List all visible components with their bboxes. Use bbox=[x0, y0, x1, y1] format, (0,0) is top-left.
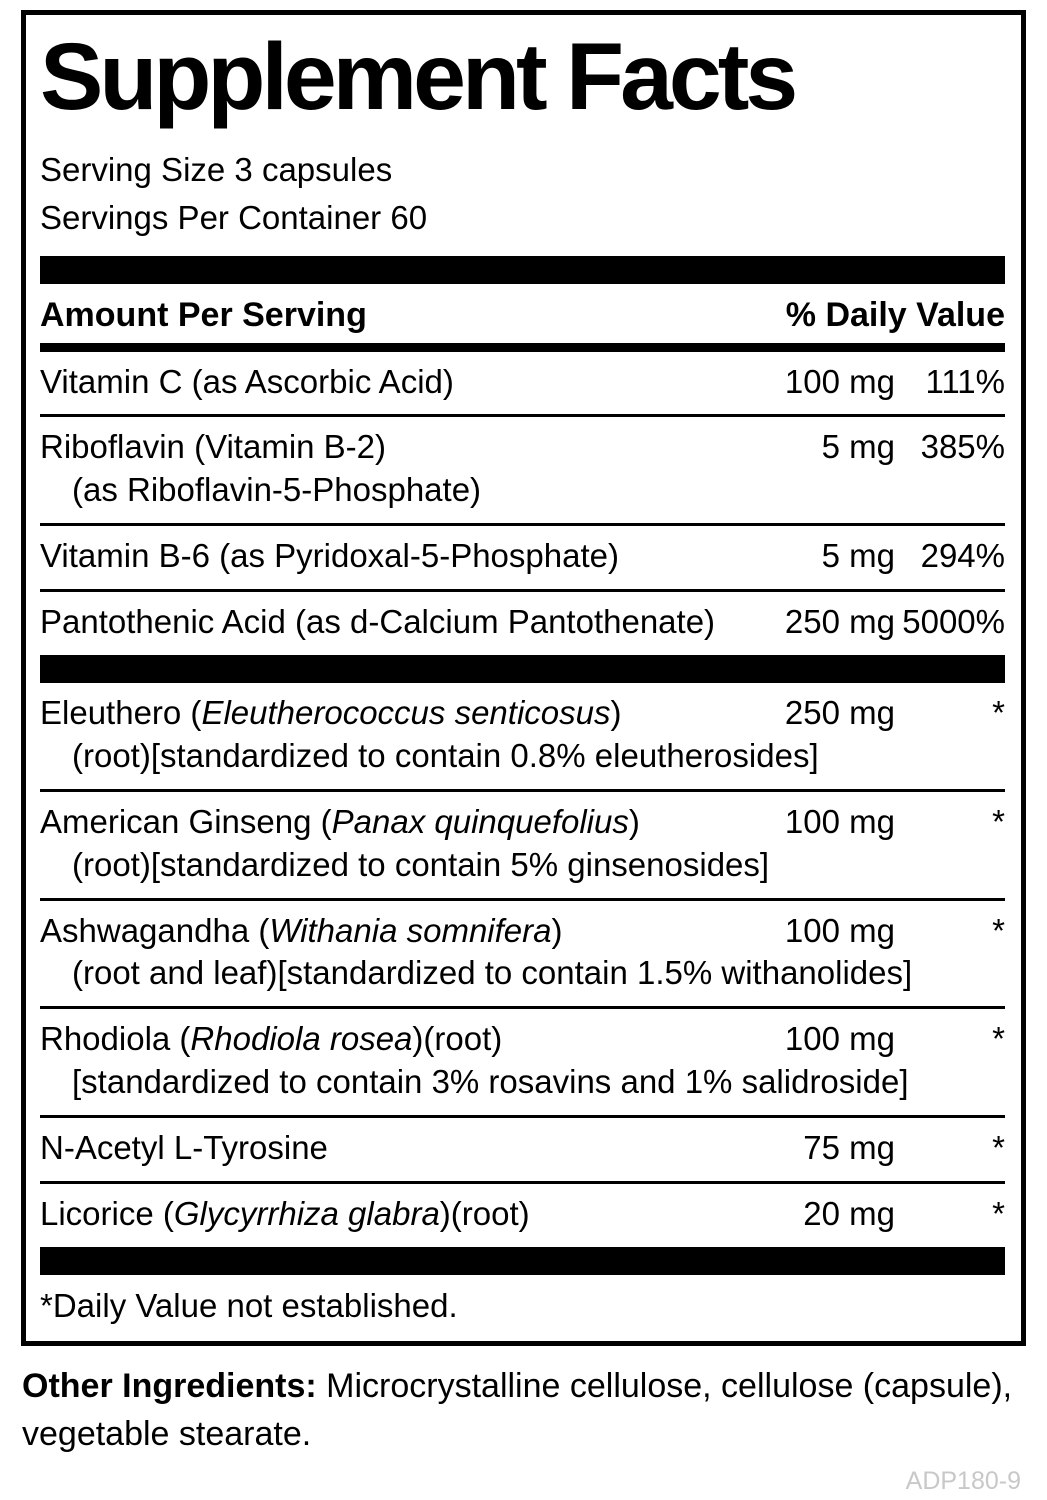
other-ingredients: Other Ingredients: Microcrystalline cell… bbox=[22, 1362, 1022, 1459]
panel-title: Supplement Facts bbox=[40, 24, 798, 130]
nutrient-daily-value: * bbox=[992, 1195, 1005, 1233]
nutrient-detail: (root and leaf)[standardized to contain … bbox=[72, 954, 913, 992]
nutrient-name: Eleuthero (Eleutherococcus senticosus) bbox=[40, 694, 622, 732]
nutrient-daily-value: * bbox=[992, 694, 1005, 732]
nutrient-row: Vitamin C (as Ascorbic Acid) 100 mg 111% bbox=[40, 352, 1005, 415]
nutrient-section: Eleuthero (Eleutherococcus senticosus) 25… bbox=[40, 683, 1005, 1247]
nutrient-daily-value: * bbox=[992, 911, 1005, 949]
nutrient-daily-value: * bbox=[992, 802, 1005, 840]
nutrient-amount: 100 mg bbox=[784, 362, 895, 400]
nutrient-amount: 5 mg bbox=[821, 428, 895, 466]
nutrient-daily-value: * bbox=[992, 1020, 1005, 1058]
nutrient-daily-value: 5000% bbox=[902, 603, 1005, 641]
nutrient-row: Licorice (Glycyrrhiza glabra)(root) 20 mg… bbox=[40, 1181, 1005, 1247]
nutrient-amount: 100 mg bbox=[784, 1020, 895, 1058]
nutrient-detail: [standardized to contain 3% rosavins and… bbox=[72, 1063, 909, 1101]
nutrient-row: Eleuthero (Eleutherococcus senticosus) 25… bbox=[40, 683, 1005, 789]
nutrient-amount: 250 mg bbox=[784, 603, 895, 641]
amount-column-header: Amount Per Serving bbox=[40, 295, 367, 334]
nutrient-sections: Vitamin C (as Ascorbic Acid) 100 mg 111% Ri… bbox=[40, 352, 1005, 1247]
serving-size: Serving Size 3 capsules bbox=[40, 150, 393, 188]
nutrient-name: Pantothenic Acid (as d-Calcium Pantothen… bbox=[40, 603, 716, 641]
nutrient-row: N-Acetyl L-Tyrosine 75 mg * bbox=[40, 1115, 1005, 1181]
column-header-row: Amount Per Serving % Daily Value bbox=[40, 284, 1005, 352]
other-ingredients-text: Microcrystalline cellulose, cellulose (c… bbox=[22, 1367, 1013, 1454]
nutrient-amount: 75 mg bbox=[803, 1129, 895, 1167]
top-divider-bar bbox=[40, 255, 1005, 284]
nutrient-detail: (root)[standardized to contain 5% ginsen… bbox=[72, 845, 770, 883]
bottom-divider-bar bbox=[40, 1246, 1005, 1275]
nutrient-row: Riboflavin (Vitamin B-2) 5 mg 385% (as Ribo… bbox=[40, 414, 1005, 523]
nutrient-amount: 100 mg bbox=[784, 802, 895, 840]
nutrient-amount: 100 mg bbox=[784, 911, 895, 949]
nutrient-name: Rhodiola (Rhodiola rosea)(root) bbox=[40, 1020, 503, 1058]
product-code: ADP180-9 bbox=[905, 1467, 1021, 1495]
nutrient-detail: (root)[standardized to contain 0.8% eleu… bbox=[72, 736, 819, 774]
supplement-facts-panel: Supplement Facts Serving Size 3 capsules… bbox=[21, 10, 1026, 1346]
section-divider-bar bbox=[40, 655, 1005, 684]
nutrient-name: Ashwagandha (Withania somnifera) bbox=[40, 911, 563, 949]
nutrient-row: Ashwagandha (Withania somnifera) 100 mg * (… bbox=[40, 897, 1005, 1007]
nutrient-row: Rhodiola (Rhodiola rosea)(root) 100 mg * [s… bbox=[40, 1006, 1005, 1115]
nutrient-amount: 20 mg bbox=[803, 1195, 895, 1233]
nutrient-row: Pantothenic Acid (as d-Calcium Pantothen… bbox=[40, 589, 1005, 655]
nutrient-name: Vitamin B-6 (as Pyridoxal-5-Phosphate) bbox=[40, 537, 619, 575]
nutrient-name: Riboflavin (Vitamin B-2) bbox=[40, 428, 387, 466]
nutrient-name: Vitamin C (as Ascorbic Acid) bbox=[40, 362, 454, 400]
daily-value-column-header: % Daily Value bbox=[785, 295, 1005, 334]
servings-per-container: Servings Per Container 60 bbox=[40, 198, 428, 236]
nutrient-amount: 250 mg bbox=[784, 694, 895, 732]
nutrient-amount: 5 mg bbox=[821, 537, 895, 575]
nutrient-daily-value: 111% bbox=[925, 362, 1005, 400]
daily-value-footnote: *Daily Value not established. bbox=[40, 1286, 458, 1324]
nutrient-name: American Ginseng (Panax quinquefolius) bbox=[40, 802, 640, 840]
nutrient-name: N-Acetyl L-Tyrosine bbox=[40, 1129, 328, 1167]
other-ingredients-label: Other Ingredients: bbox=[22, 1367, 317, 1405]
nutrient-detail: (as Riboflavin-5-Phosphate) bbox=[72, 471, 482, 509]
nutrient-section: Vitamin C (as Ascorbic Acid) 100 mg 111% Ri… bbox=[40, 352, 1005, 655]
nutrient-name: Licorice (Glycyrrhiza glabra)(root) bbox=[40, 1195, 530, 1233]
nutrient-daily-value: * bbox=[992, 1129, 1005, 1167]
nutrient-row: American Ginseng (Panax quinquefolius) 10… bbox=[40, 788, 1005, 898]
nutrient-daily-value: 294% bbox=[920, 537, 1005, 575]
nutrient-daily-value: 385% bbox=[920, 428, 1005, 466]
nutrient-row: Vitamin B-6 (as Pyridoxal-5-Phosphate) 5 … bbox=[40, 523, 1005, 589]
